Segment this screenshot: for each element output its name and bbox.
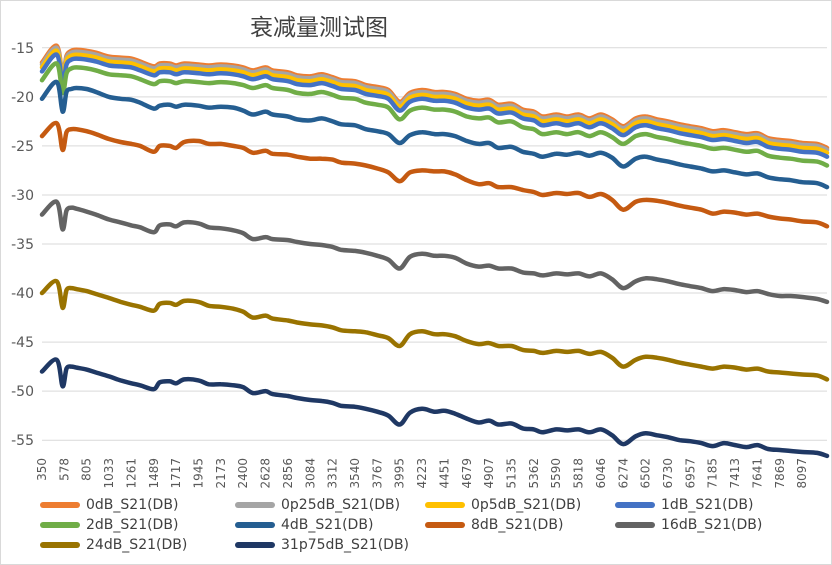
x-tick-label: 4223: [415, 458, 429, 489]
legend-label: 2dB_S21(DB): [86, 517, 179, 533]
legend-swatch: [615, 502, 655, 508]
legend-swatch: [235, 522, 275, 528]
legend-item: 31p75dB_S21(DB): [235, 536, 409, 554]
legend-swatch: [615, 522, 655, 528]
x-tick-label: 3084: [303, 458, 317, 489]
x-tick-label: 6730: [661, 458, 675, 489]
series-line-9: [39, 357, 830, 459]
x-tick-label: 3767: [370, 458, 384, 489]
y-tick-label: -40: [11, 286, 34, 302]
y-tick-label: -20: [11, 90, 34, 106]
x-tick-label: 7869: [773, 458, 787, 489]
legend-item: 24dB_S21(DB): [40, 536, 187, 554]
x-tick-label: 7185: [706, 458, 720, 489]
y-tick-label: -55: [11, 433, 34, 449]
x-tick-label: 6957: [683, 458, 697, 489]
x-tick-label: 8097: [795, 458, 809, 489]
legend-item: 4dB_S21(DB): [235, 516, 373, 534]
legend-swatch: [425, 522, 465, 528]
x-tick-label: 5135: [505, 458, 519, 489]
x-tick-label: 7641: [750, 458, 764, 489]
x-tick-label: 2173: [214, 458, 228, 489]
series-line-3: [39, 52, 830, 159]
legend-swatch: [235, 542, 275, 548]
series-line-8: [39, 278, 830, 382]
legend-item: 8dB_S21(DB): [425, 516, 563, 534]
series-line-7: [39, 199, 830, 305]
y-tick-label: -15: [11, 41, 34, 57]
series-line-5: [39, 79, 830, 190]
x-tick-label: 7413: [728, 458, 742, 489]
legend-swatch: [40, 502, 80, 508]
legend-label: 0p5dB_S21(DB): [471, 497, 582, 513]
series-line-1: [39, 45, 830, 153]
series-line-2: [39, 48, 830, 156]
x-tick-label: 4679: [460, 458, 474, 489]
x-tick-label: 2628: [259, 458, 273, 489]
x-tick-label: 350: [35, 458, 49, 481]
legend-label: 8dB_S21(DB): [471, 517, 564, 533]
x-tick-label: 5362: [527, 458, 541, 489]
x-tick-label: 1261: [124, 458, 138, 489]
y-tick-label: -25: [11, 139, 34, 155]
x-tick-label: 3312: [326, 458, 340, 489]
x-tick-label: 805: [80, 458, 94, 481]
legend-label: 0dB_S21(DB): [86, 497, 179, 513]
legend-item: 2dB_S21(DB): [40, 516, 178, 534]
x-tick-label: 5818: [572, 458, 586, 489]
x-tick-label: 6046: [594, 458, 608, 489]
y-tick-label: -50: [11, 384, 34, 400]
legend: 0dB_S21(DB) 0p25dB_S21(DB) 0p5dB_S21(DB) 1d…: [0, 496, 832, 560]
x-tick-label: 5590: [549, 458, 563, 489]
legend-label: 1dB_S21(DB): [661, 497, 754, 513]
legend-label: 31p75dB_S21(DB): [281, 537, 410, 553]
series-line-4: [39, 61, 830, 168]
y-tick-label: -30: [11, 188, 34, 204]
x-tick-label: 2400: [236, 458, 250, 489]
x-tick-label: 3540: [348, 458, 362, 489]
legend-label: 24dB_S21(DB): [86, 537, 188, 553]
x-tick-label: 6274: [616, 458, 630, 489]
x-tick-label: 578: [57, 458, 71, 481]
y-tick-label: -35: [11, 237, 34, 253]
legend-label: 4dB_S21(DB): [281, 517, 374, 533]
chart-plot: -15 -20 -25 -30 -35 -40 -45 -50 -55 350 578 805 103…: [11, 41, 830, 489]
legend-item: 0p25dB_S21(DB): [235, 496, 400, 514]
series-line-6: [39, 120, 830, 229]
legend-item: 0dB_S21(DB): [40, 496, 178, 514]
legend-item: 1dB_S21(DB): [615, 496, 753, 514]
x-tick-label: 2856: [281, 458, 295, 489]
x-tick-label: 4451: [437, 458, 451, 489]
x-tick-label: 4907: [482, 458, 496, 489]
legend-swatch: [40, 542, 80, 548]
y-tick-label: -45: [11, 335, 34, 351]
legend-label: 16dB_S21(DB): [661, 517, 763, 533]
x-tick-label: 6502: [639, 458, 653, 489]
legend-item: 16dB_S21(DB): [615, 516, 762, 534]
legend-swatch: [40, 522, 80, 528]
chart-title: 衰减量测试图: [250, 15, 388, 41]
x-tick-label: 1489: [147, 458, 161, 489]
legend-swatch: [425, 502, 465, 508]
x-tick-label: 3995: [393, 458, 407, 489]
x-tick-label: 1945: [192, 458, 206, 489]
legend-item: 0p5dB_S21(DB): [425, 496, 581, 514]
x-tick-label: 1033: [102, 458, 116, 489]
legend-label: 0p25dB_S21(DB): [281, 497, 401, 513]
legend-swatch: [235, 502, 275, 508]
x-tick-label: 1717: [169, 458, 183, 489]
